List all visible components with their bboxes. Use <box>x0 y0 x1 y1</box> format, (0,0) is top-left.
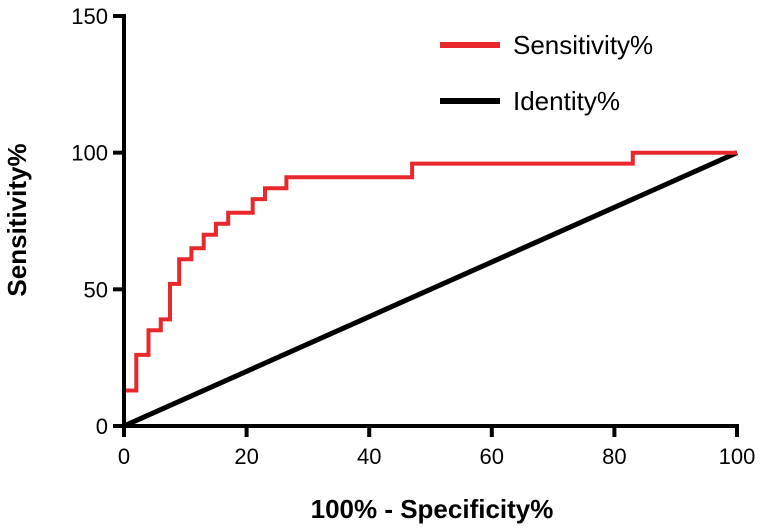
y-tick-label: 100 <box>71 141 108 166</box>
y-tick-label: 0 <box>96 414 108 439</box>
x-tick-label: 0 <box>118 444 130 469</box>
y-tick-label: 50 <box>84 277 108 302</box>
legend-label: Sensitivity% <box>513 30 653 60</box>
axes: 0 50 100 150 0 20 40 60 80 100 <box>71 4 755 469</box>
x-axis-title: 100% - Specificity% <box>311 494 554 524</box>
x-tick-label: 80 <box>602 444 626 469</box>
legend: Sensitivity% Identity% <box>440 30 653 116</box>
x-tick-label: 20 <box>234 444 258 469</box>
y-tick-label: 150 <box>71 4 108 29</box>
series-line-identity <box>122 150 739 429</box>
plot-area <box>122 150 739 429</box>
series-line-sensitivity <box>122 150 737 426</box>
x-tick-label: 40 <box>357 444 381 469</box>
y-axis-title: Sensitivity% <box>2 143 32 296</box>
x-tick-label: 60 <box>480 444 504 469</box>
x-tick-label: 100 <box>719 444 756 469</box>
legend-label: Identity% <box>513 86 620 116</box>
